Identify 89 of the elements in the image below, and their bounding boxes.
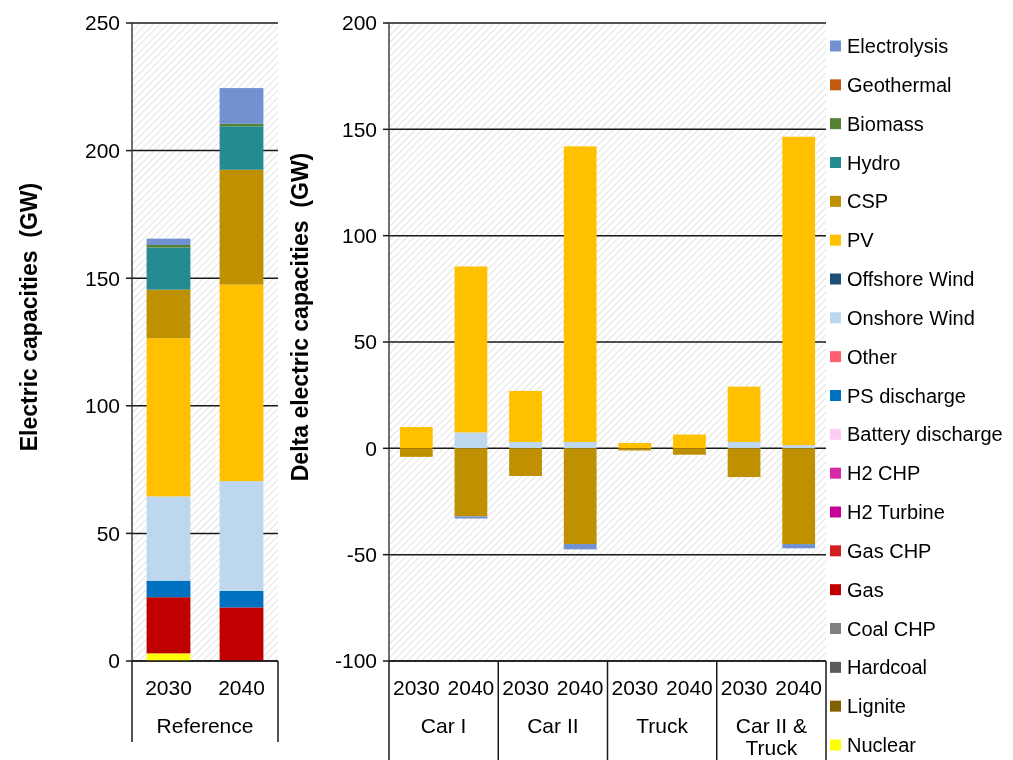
text: Reference: [156, 714, 254, 737]
y-tick-label: 150: [341, 117, 377, 141]
bar: [219, 284, 264, 482]
y-tick-label: -50: [346, 543, 377, 567]
bar: [782, 448, 816, 545]
bar: [146, 496, 191, 581]
legend-label: Biomass: [847, 112, 924, 135]
legend-label: Gas CHP: [847, 539, 932, 562]
legend-label: Nuclear: [847, 734, 917, 756]
bar: [509, 390, 542, 442]
y-axis-title: Electric capacities (GW): [16, 182, 43, 452]
x-tick-label: 2030: [611, 676, 659, 699]
legend-label: Battery discharge: [847, 423, 1003, 446]
bar: [146, 338, 191, 497]
bar: [399, 448, 433, 457]
y-axis-title: Delta electric capacities (GW): [287, 152, 314, 482]
bar: [618, 448, 652, 451]
bar: [673, 434, 706, 449]
legend-label: Lignite: [847, 695, 906, 718]
legend-label: PS discharge: [847, 384, 966, 407]
legend-label: Onshore Wind: [847, 306, 975, 329]
y-tick-label: 200: [341, 11, 377, 35]
bar: [454, 266, 488, 433]
x-tick-label: 2030: [145, 676, 192, 699]
x-tick-label: 2030: [502, 676, 549, 699]
bar: [219, 481, 264, 591]
legend-label: H2 Turbine: [847, 501, 945, 523]
bar: [618, 443, 652, 449]
legend-label: Gas: [847, 578, 884, 601]
bar: [219, 88, 264, 124]
legend-label: Hardcoal: [847, 656, 928, 679]
bar: [727, 448, 761, 478]
x-tick-label: 2040: [775, 676, 823, 699]
x-tick-label: 2030: [720, 676, 768, 699]
y-tick-label: 100: [341, 224, 377, 248]
y-tick-label: 0: [365, 436, 377, 460]
bar: [146, 653, 191, 661]
legend-label: Coal CHP: [847, 617, 936, 640]
bar: [146, 247, 191, 290]
bar: [509, 441, 542, 449]
bar: [563, 146, 597, 442]
y-tick-label: 100: [84, 394, 120, 418]
bar: [727, 386, 761, 442]
legend-label: Other: [847, 345, 898, 368]
bar: [782, 445, 816, 449]
bar: [399, 427, 433, 449]
bar: [454, 516, 488, 519]
text: Truck: [636, 714, 689, 737]
bar: [146, 289, 191, 339]
y-tick-label: 50: [353, 330, 377, 354]
bar: [146, 580, 191, 598]
legend-label: Electrolysis: [847, 35, 949, 57]
y-tick-label: 250: [84, 11, 120, 35]
y-tick-label: 0: [108, 649, 120, 673]
bar: [146, 238, 191, 246]
x-tick-label: 2040: [447, 676, 495, 699]
legend-label: CSP: [847, 190, 889, 213]
bar: [219, 590, 264, 608]
bar: [782, 136, 816, 446]
bar: [563, 448, 597, 545]
bar: [563, 544, 597, 550]
bar: [219, 169, 264, 285]
bar: [146, 245, 191, 248]
bar: [782, 544, 816, 549]
y-tick-label: -100: [334, 649, 377, 673]
y-tick-label: 200: [84, 138, 120, 162]
bar: [219, 607, 264, 661]
bar: [454, 448, 488, 517]
text: Car II & Truck: [735, 714, 807, 759]
y-tick-label: 50: [96, 521, 120, 545]
legend-label: H2 CHP: [847, 462, 921, 485]
y-tick-label: 150: [84, 266, 120, 290]
text: Car II: [527, 714, 579, 737]
bar: [727, 441, 761, 449]
x-tick-label: 2040: [218, 676, 265, 699]
legend-label: PV: [847, 229, 875, 252]
x-tick-label: 2040: [556, 676, 604, 699]
bar: [563, 441, 597, 449]
bar: [219, 126, 264, 170]
bar: [673, 448, 706, 455]
bar: [146, 597, 191, 654]
x-tick-label: 2040: [666, 676, 713, 699]
x-tick-label: 2030: [392, 676, 440, 699]
legend-label: Hydro: [847, 151, 901, 174]
bar: [509, 448, 542, 476]
legend-label: Offshore Wind: [847, 268, 975, 290]
text: Car I: [420, 714, 467, 737]
bar: [454, 432, 488, 449]
legend-label: Geothermal: [847, 73, 952, 96]
